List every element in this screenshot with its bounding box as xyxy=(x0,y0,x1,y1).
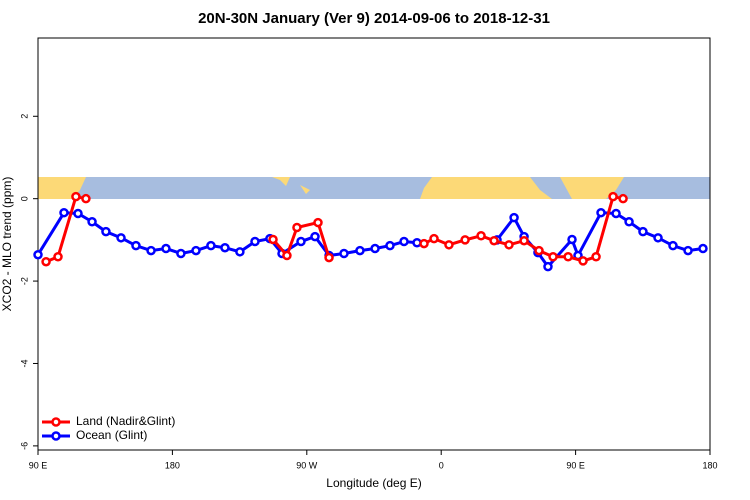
point xyxy=(220,242,230,253)
point xyxy=(292,222,302,233)
point xyxy=(608,191,618,202)
point xyxy=(460,235,470,245)
point xyxy=(313,217,323,228)
point xyxy=(324,252,334,263)
point xyxy=(578,256,588,266)
point xyxy=(596,207,606,218)
point xyxy=(235,247,245,257)
point xyxy=(399,236,409,247)
point xyxy=(282,250,292,261)
point xyxy=(548,252,558,262)
point xyxy=(116,233,126,243)
y-tick-label: 2 xyxy=(19,114,29,119)
point xyxy=(268,234,278,245)
point xyxy=(489,235,499,246)
point xyxy=(618,193,628,204)
series-line xyxy=(36,211,704,270)
point xyxy=(683,245,693,256)
x-axis-label: Longitude (deg E) xyxy=(326,476,421,490)
point xyxy=(429,233,439,244)
plot-frame xyxy=(37,37,711,451)
point xyxy=(611,208,621,219)
point xyxy=(59,207,69,218)
y-tick-label: 0 xyxy=(19,196,29,201)
point xyxy=(543,261,553,272)
point xyxy=(563,252,573,262)
point xyxy=(534,245,544,256)
point xyxy=(53,252,63,262)
point xyxy=(385,240,395,251)
point xyxy=(310,231,320,242)
point xyxy=(296,236,306,247)
legend-label: Ocean (Glint) xyxy=(76,428,147,442)
point xyxy=(87,217,97,227)
point xyxy=(509,212,519,223)
point xyxy=(668,240,678,251)
y-tick-label: -6 xyxy=(19,442,29,450)
x-tick-label: 90 E xyxy=(29,460,48,470)
point xyxy=(419,238,429,249)
point xyxy=(33,249,43,260)
point xyxy=(698,243,708,254)
point xyxy=(71,191,81,202)
x-tick-label: 180 xyxy=(702,460,717,470)
x-tick-label: 0 xyxy=(439,460,444,470)
point xyxy=(250,236,260,247)
point xyxy=(355,245,365,256)
point xyxy=(73,208,83,219)
x-tick-label: 180 xyxy=(165,460,180,470)
point xyxy=(131,240,141,251)
x-tick-label: 90 E xyxy=(566,460,585,470)
point xyxy=(504,240,514,250)
y-tick-label: -2 xyxy=(19,277,29,285)
y-tick-label: -4 xyxy=(19,359,29,367)
chart-title: 20N-30N January (Ver 9) 2014-09-06 to 20… xyxy=(198,10,550,27)
legend-label: Land (Nadir&Glint) xyxy=(76,414,175,428)
point xyxy=(101,226,111,237)
point xyxy=(476,231,486,241)
point xyxy=(81,193,91,204)
point xyxy=(176,248,186,259)
point xyxy=(146,245,156,256)
point xyxy=(519,235,529,246)
point xyxy=(339,248,349,259)
point xyxy=(567,234,577,245)
legend-marker xyxy=(51,417,61,427)
legend-marker xyxy=(51,431,61,441)
point xyxy=(370,243,380,254)
point xyxy=(444,240,454,250)
point xyxy=(624,217,634,227)
point xyxy=(206,240,216,251)
map-strip xyxy=(38,177,710,199)
point xyxy=(41,256,51,267)
point xyxy=(638,226,648,237)
point xyxy=(161,243,171,254)
y-axis-label: XCO2 - MLO trend (ppm) xyxy=(0,177,14,312)
point xyxy=(591,252,601,262)
point xyxy=(191,245,201,256)
point xyxy=(653,233,663,243)
x-tick-label: 90 W xyxy=(296,460,318,470)
